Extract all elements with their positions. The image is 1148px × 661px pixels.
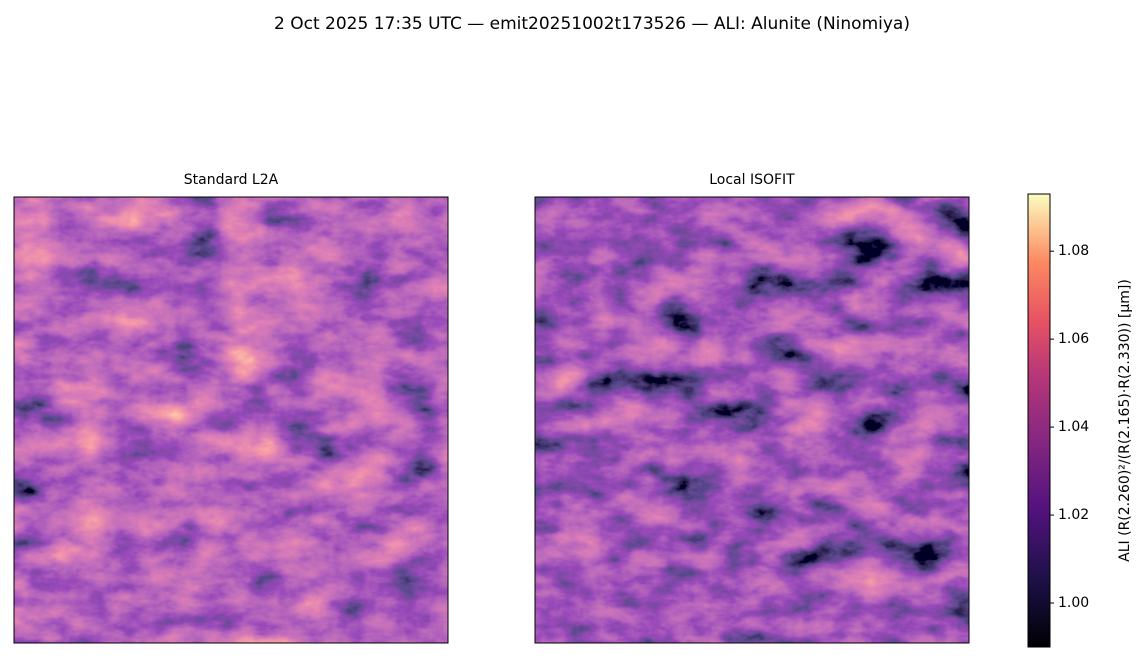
- colorbar-tick-label: 1.08: [1058, 243, 1089, 259]
- image-panel: [535, 197, 969, 643]
- figure-title: 2 Oct 2025 17:35 UTC — emit20251002t1735…: [274, 14, 910, 34]
- panel-frame: [13, 196, 449, 644]
- colorbar-tick-label: 1.02: [1058, 507, 1089, 523]
- colorbar-label: ALI (R(2.260)²/(R(2.165)·R(2.330)) [µm]): [1117, 279, 1133, 562]
- image-panel: [14, 197, 448, 643]
- panel-frame: [534, 196, 970, 644]
- colorbar-tick-label: 1.04: [1058, 419, 1089, 435]
- colorbar: [1027, 193, 1051, 648]
- panel-title: Local ISOFIT: [709, 172, 795, 188]
- colorbar-tick-label: 1.00: [1058, 595, 1089, 611]
- colorbar-tick-label: 1.06: [1058, 331, 1089, 347]
- panel-title: Standard L2A: [184, 172, 279, 188]
